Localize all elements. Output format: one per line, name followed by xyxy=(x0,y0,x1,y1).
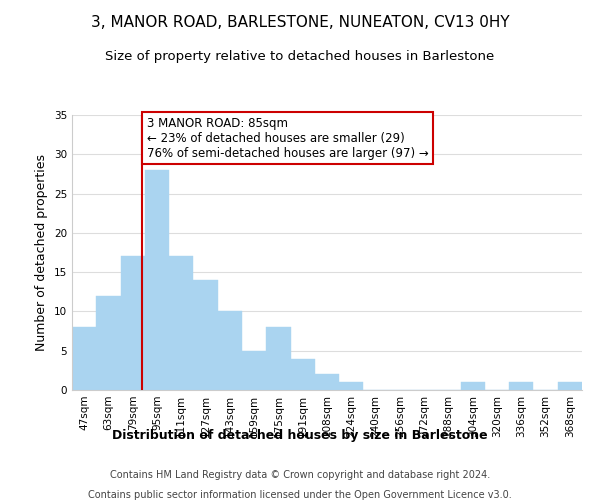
Text: 3 MANOR ROAD: 85sqm
← 23% of detached houses are smaller (29)
76% of semi-detach: 3 MANOR ROAD: 85sqm ← 23% of detached ho… xyxy=(146,116,428,160)
Bar xyxy=(509,382,533,390)
Bar xyxy=(72,327,96,390)
Bar xyxy=(169,256,193,390)
Bar xyxy=(558,382,582,390)
Bar xyxy=(315,374,339,390)
Bar xyxy=(96,296,121,390)
Bar xyxy=(290,358,315,390)
Bar xyxy=(121,256,145,390)
Text: Contains public sector information licensed under the Open Government Licence v3: Contains public sector information licen… xyxy=(88,490,512,500)
Bar xyxy=(339,382,364,390)
Text: Contains HM Land Registry data © Crown copyright and database right 2024.: Contains HM Land Registry data © Crown c… xyxy=(110,470,490,480)
Bar xyxy=(461,382,485,390)
Text: 3, MANOR ROAD, BARLESTONE, NUNEATON, CV13 0HY: 3, MANOR ROAD, BARLESTONE, NUNEATON, CV1… xyxy=(91,15,509,30)
Bar xyxy=(145,170,169,390)
Bar xyxy=(266,327,290,390)
Bar xyxy=(218,312,242,390)
Bar xyxy=(242,350,266,390)
Bar xyxy=(193,280,218,390)
Y-axis label: Number of detached properties: Number of detached properties xyxy=(35,154,49,351)
Text: Size of property relative to detached houses in Barlestone: Size of property relative to detached ho… xyxy=(106,50,494,63)
Text: Distribution of detached houses by size in Barlestone: Distribution of detached houses by size … xyxy=(112,428,488,442)
